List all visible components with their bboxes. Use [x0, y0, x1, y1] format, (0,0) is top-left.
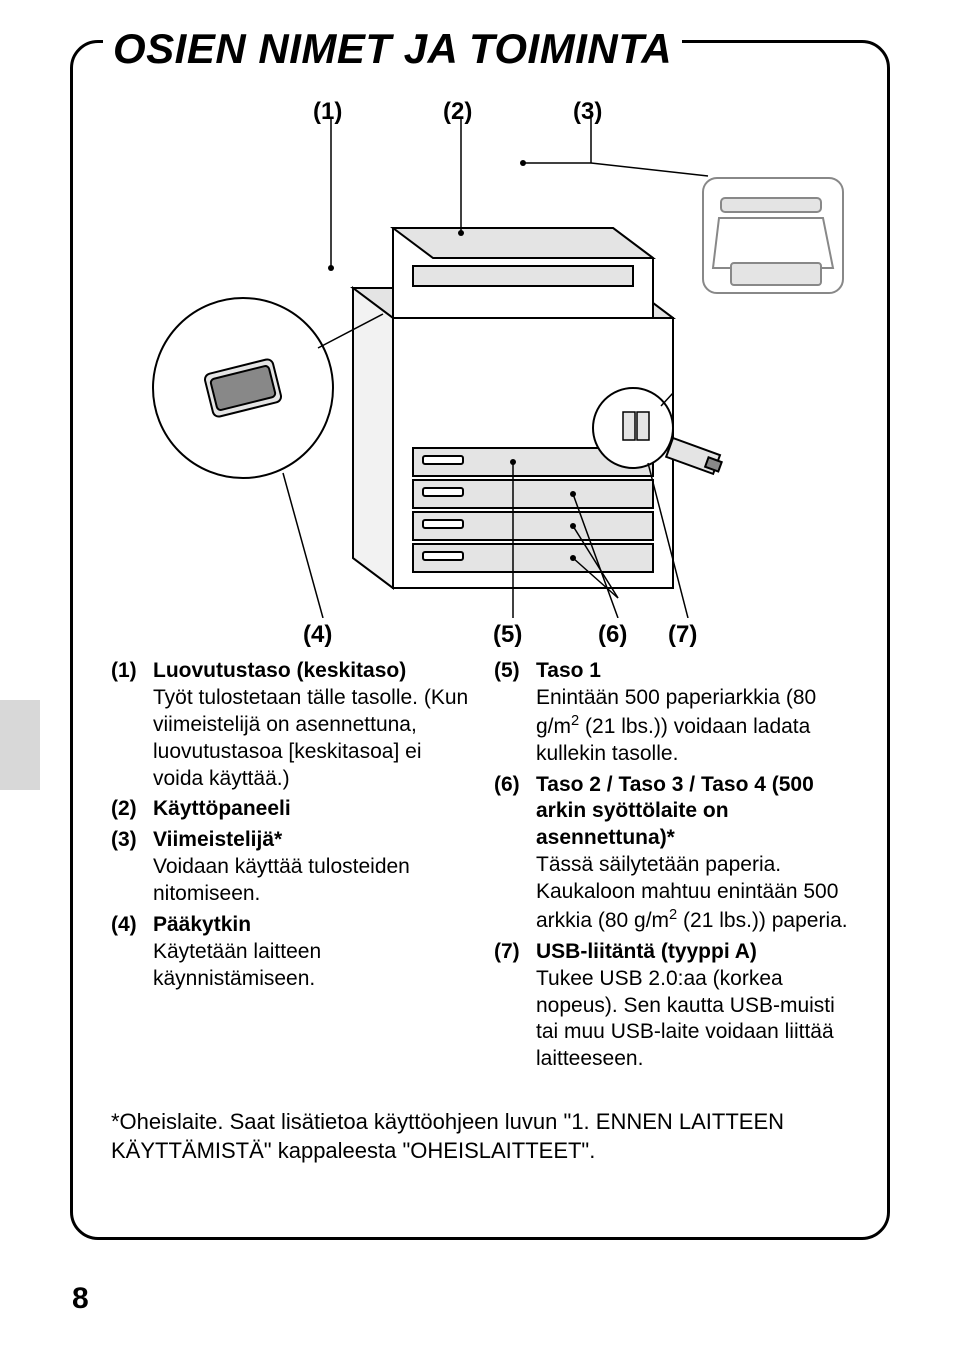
callout-5: (5): [493, 621, 522, 649]
item-desc: Tukee USB 2.0:aa (korkea nopeus). Sen ka…: [536, 967, 835, 1071]
list-item: (3) Viimeistelijä* Voidaan käyttää tulos…: [111, 827, 472, 908]
item-number: (3): [111, 827, 153, 908]
item-number: (2): [111, 796, 153, 823]
item-desc: Käytetään laitteen käynnistämiseen.: [153, 940, 321, 990]
right-column: (5) Taso 1 Enintään 500 paperiarkkia (80…: [494, 658, 855, 1077]
item-title: Taso 2 / Taso 3 / Taso 4 (500 arkin syöt…: [536, 773, 814, 850]
list-item: (2) Käyttöpaneeli: [111, 796, 472, 823]
item-title: Viimeistelijä*: [153, 828, 282, 851]
left-column: (1) Luovutustaso (keskitaso) Työt tulost…: [111, 658, 472, 1077]
list-item: (6) Taso 2 / Taso 3 / Taso 4 (500 arkin …: [494, 772, 855, 935]
list-item: (4) Pääkytkin Käytetään laitteen käynnis…: [111, 912, 472, 993]
list-item: (1) Luovutustaso (keskitaso) Työt tulost…: [111, 658, 472, 792]
printer-diagram: [113, 118, 853, 618]
list-item: (7) USB-liitäntä (tyyppi A) Tukee USB 2.…: [494, 939, 855, 1073]
item-title: USB-liitäntä (tyyppi A): [536, 940, 757, 963]
page-frame: OSIEN NIMET JA TOIMINTA (1) (2) (3): [70, 40, 890, 1240]
item-title: Käyttöpaneeli: [153, 797, 291, 820]
item-number: (1): [111, 658, 153, 792]
description-columns: (1) Luovutustaso (keskitaso) Työt tulost…: [111, 658, 855, 1077]
callout-7: (7): [668, 621, 697, 649]
item-title: Pääkytkin: [153, 913, 251, 936]
footnote: *Oheislaite. Saat lisätietoa käyttöohjee…: [111, 1108, 855, 1165]
list-item: (5) Taso 1 Enintään 500 paperiarkkia (80…: [494, 658, 855, 768]
side-tab: [0, 700, 40, 790]
page-title: OSIEN NIMET JA TOIMINTA: [103, 25, 682, 73]
callout-4: (4): [303, 621, 332, 649]
item-desc: Työt tulostetaan tälle tasolle. (Kun vii…: [153, 686, 468, 790]
item-number: (4): [111, 912, 153, 993]
callout-6: (6): [598, 621, 627, 649]
item-title: Luovutustaso (keskitaso): [153, 659, 406, 682]
item-number: (5): [494, 658, 536, 768]
item-desc: Voidaan käyttää tulosteiden nitomiseen.: [153, 855, 410, 905]
item-desc: Enintään 500 paperiarkkia (80 g/m2 (21 l…: [536, 686, 816, 765]
item-title: Taso 1: [536, 659, 601, 682]
page-number: 8: [72, 1282, 89, 1316]
item-desc: Tässä säilytetään paperia. Kaukaloon mah…: [536, 853, 848, 932]
item-number: (7): [494, 939, 536, 1073]
item-number: (6): [494, 772, 536, 935]
